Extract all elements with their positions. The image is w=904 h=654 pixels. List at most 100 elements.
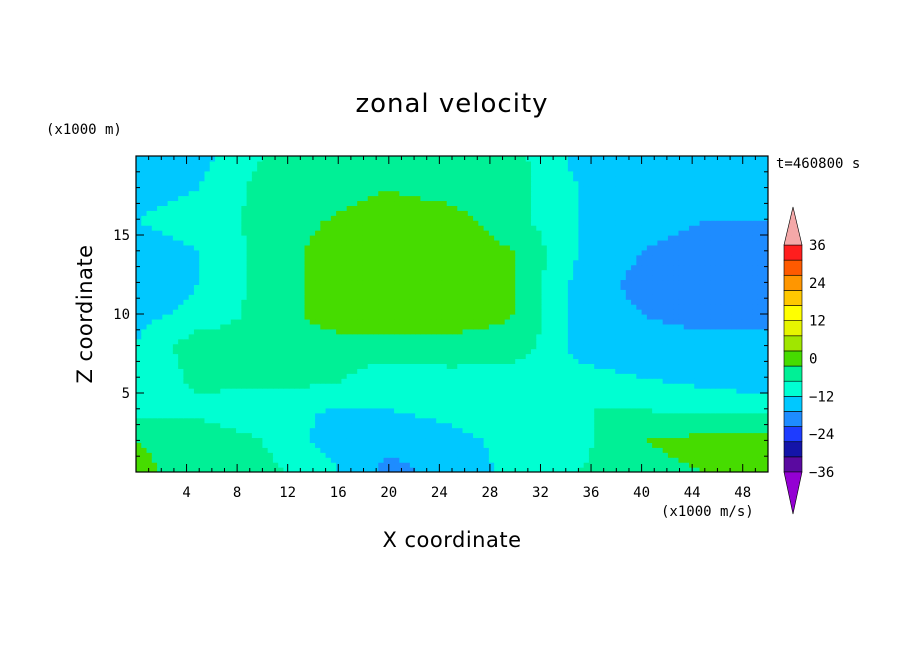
contour-cell	[230, 368, 237, 374]
contour-cell	[325, 279, 332, 285]
contour-cell	[499, 318, 506, 325]
contour-cell	[488, 452, 495, 458]
contour-cell	[378, 368, 385, 374]
contour-cell	[520, 432, 527, 439]
contour-cell	[272, 363, 279, 369]
contour-cell	[446, 328, 453, 335]
contour-cell	[257, 447, 263, 453]
contour-cell	[483, 289, 490, 295]
contour-cell	[315, 328, 321, 335]
contour-cell	[157, 422, 163, 429]
contour-cell	[462, 343, 469, 350]
contour-cell	[520, 393, 527, 399]
contour-cell	[631, 407, 637, 414]
contour-cell	[188, 467, 195, 472]
contour-cell	[146, 264, 153, 271]
contour-cell	[557, 333, 564, 340]
contour-cell	[720, 437, 727, 443]
contour-cell	[215, 457, 221, 463]
contour-cell	[662, 314, 669, 320]
contour-cell	[373, 289, 379, 295]
contour-cell	[309, 338, 316, 345]
contour-cell	[330, 304, 337, 310]
contour-cell	[357, 284, 364, 290]
contour-cell	[399, 328, 406, 335]
contour-cell	[715, 452, 722, 458]
contour-cell	[188, 309, 195, 315]
contour-cell	[304, 289, 311, 295]
contour-cell	[536, 397, 543, 404]
contour-cell	[478, 417, 485, 424]
contour-cell	[178, 397, 184, 404]
contour-cell	[178, 299, 184, 305]
contour-cell	[420, 378, 427, 384]
contour-cell	[641, 397, 648, 404]
contour-cell	[562, 432, 569, 439]
contour-cell	[272, 343, 279, 350]
contour-cell	[193, 338, 200, 345]
contour-cell	[757, 274, 764, 281]
contour-cell	[689, 442, 695, 448]
contour-cell	[367, 467, 374, 472]
contour-cell	[573, 314, 579, 320]
contour-cell	[541, 383, 548, 389]
contour-cell	[220, 383, 227, 389]
contour-cell	[604, 378, 611, 384]
contour-cell	[704, 323, 711, 330]
contour-cell	[267, 294, 274, 300]
contour-cell	[283, 323, 290, 330]
contour-cell	[388, 279, 395, 285]
contour-cell	[383, 264, 390, 271]
contour-cell	[657, 274, 664, 281]
contour-cell	[504, 442, 511, 448]
contour-cell	[746, 437, 753, 443]
contour-cell	[373, 284, 379, 290]
contour-cell	[425, 452, 432, 458]
contour-cell	[567, 388, 574, 394]
contour-cell	[562, 378, 569, 384]
contour-cell	[230, 432, 237, 439]
contour-cell	[667, 427, 674, 434]
contour-cell	[330, 407, 337, 414]
contour-cell	[330, 397, 337, 404]
contour-cell	[278, 328, 285, 335]
contour-cell	[225, 338, 232, 345]
contour-cell	[704, 452, 711, 458]
contour-cell	[557, 348, 564, 355]
contour-cell	[415, 309, 421, 315]
contour-cell	[488, 274, 495, 281]
contour-cell	[541, 427, 548, 434]
contour-cell	[420, 318, 427, 325]
contour-cell	[478, 442, 485, 448]
contour-cell	[678, 378, 685, 384]
contour-cell	[604, 348, 611, 355]
contour-cell	[667, 393, 674, 399]
contour-cell	[573, 279, 579, 285]
contour-cell	[304, 348, 311, 355]
contour-cell	[625, 378, 632, 384]
contour-cell	[336, 373, 342, 379]
contour-cell	[520, 402, 527, 409]
contour-cell	[230, 388, 237, 394]
contour-cell	[446, 338, 453, 345]
contour-cell	[683, 358, 690, 364]
contour-cell	[267, 269, 274, 276]
contour-cell	[731, 378, 737, 384]
contour-cell	[615, 388, 622, 394]
contour-cell	[646, 467, 653, 472]
contour-cell	[157, 447, 163, 453]
contour-cell	[678, 397, 685, 404]
contour-cell	[694, 452, 701, 458]
contour-cell	[283, 314, 290, 320]
contour-cell	[441, 397, 448, 404]
contour-cell	[351, 328, 358, 335]
contour-cell	[762, 442, 768, 448]
contour-cell	[215, 422, 221, 429]
contour-cell	[620, 348, 627, 355]
contour-cell	[341, 264, 348, 271]
contour-cell	[262, 318, 269, 325]
contour-cell	[215, 402, 221, 409]
contour-cell	[178, 358, 184, 364]
contour-cell	[652, 328, 658, 335]
contour-cell	[257, 437, 263, 443]
